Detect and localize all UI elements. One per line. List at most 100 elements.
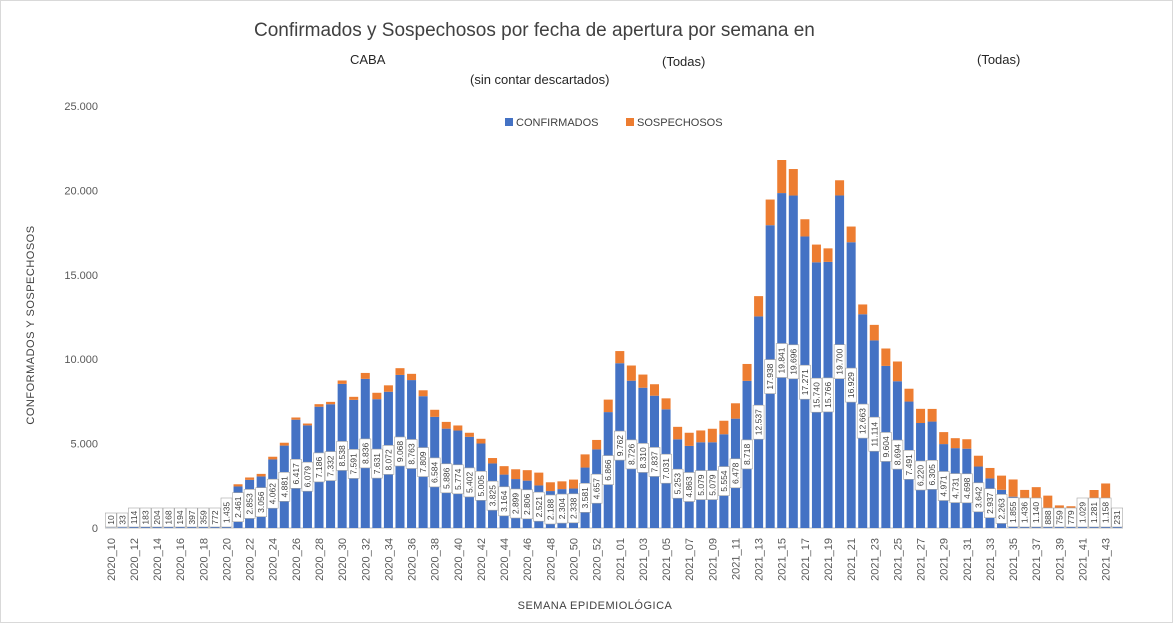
data-label: 5.253 [673, 473, 683, 495]
bar-sospechosos-2021_03 [638, 374, 648, 388]
data-label-box [833, 344, 846, 380]
data-label-box [105, 512, 117, 528]
data-label-group: 5.886 [440, 463, 453, 494]
data-label-box [405, 439, 418, 469]
x-tick-label: 2021_03 [638, 538, 650, 581]
data-label-box [625, 439, 638, 470]
bar-sospechosos-2020_46 [522, 470, 532, 481]
data-label-box [151, 507, 163, 528]
data-label-box [1099, 497, 1112, 528]
x-tick-label: 2021_07 [684, 538, 696, 581]
data-label-box [810, 377, 823, 413]
bar-sospechosos-2020_39 [441, 421, 451, 429]
bar-sospechosos-2020_40 [453, 425, 463, 431]
data-label-box [660, 453, 672, 484]
data-label-box [359, 438, 372, 469]
bar-sospechosos-2020_30 [337, 380, 347, 384]
data-label-group: 194 [174, 507, 186, 528]
data-label-box [463, 467, 476, 498]
data-label: 6.079 [302, 466, 312, 488]
data-label: 8.726 [626, 443, 636, 465]
data-label-group: 4.971 [937, 471, 950, 501]
data-label: 17.271 [800, 369, 810, 395]
data-label: 7.837 [650, 451, 660, 473]
data-label-group: 17.271 [799, 364, 811, 400]
bar-sospechosos-2021_27 [916, 408, 926, 424]
data-label-group: 7.809 [417, 447, 429, 477]
bar-sospechosos-2021_19 [823, 248, 833, 262]
data-label-box [313, 452, 325, 483]
data-label-group: 5.402 [463, 467, 476, 498]
data-label-group: 9.068 [394, 436, 406, 467]
data-label-group: 11.114 [868, 416, 881, 452]
x-tick-label: 2020_40 [453, 538, 465, 581]
data-label: 19.696 [788, 349, 798, 375]
bar-sospechosos-2021_09 [707, 428, 717, 443]
data-label-box [648, 447, 661, 477]
data-label-group: 7.491 [903, 449, 915, 480]
data-label: 7.332 [326, 455, 336, 477]
bar-sospechosos-2021_34 [997, 475, 1007, 490]
legend-swatch-sospechosos [626, 118, 634, 126]
data-label-group: 3.642 [972, 482, 985, 513]
data-label-group: 3.581 [579, 482, 591, 513]
data-label-group: 2.304 [556, 493, 568, 524]
data-label-box [741, 439, 753, 470]
x-tick-label: 2021_13 [754, 538, 766, 581]
data-label-group: 1.029 [1076, 497, 1089, 528]
data-label-box [556, 493, 568, 524]
y-tick-label: 0 [92, 523, 98, 535]
x-tick-label: 2020_48 [545, 538, 557, 581]
data-label-group: 4.062 [266, 478, 279, 509]
data-label-box [729, 458, 742, 489]
data-label-group: 4.657 [590, 473, 603, 504]
data-label-box [324, 451, 337, 481]
data-label: 10 [106, 515, 116, 525]
data-label-group: 6.866 [602, 455, 615, 485]
data-label: 11.114 [869, 422, 879, 447]
data-label-box [278, 471, 291, 502]
data-label-group: 7.591 [347, 449, 360, 479]
data-label-group: 168 [162, 507, 175, 528]
x-tick-label: 2020_28 [314, 538, 326, 581]
data-label-box [382, 445, 395, 475]
data-label: 5.554 [719, 470, 729, 492]
data-label-box [891, 439, 904, 470]
bar-sospechosos-2020_25 [279, 442, 289, 446]
data-label-box [949, 473, 962, 503]
data-label: 194 [175, 510, 185, 524]
data-label: 168 [164, 510, 174, 524]
data-label: 759 [1054, 510, 1064, 524]
bar-sospechosos-2021_33 [985, 467, 995, 479]
data-label-box [139, 507, 152, 528]
data-label-box [220, 497, 233, 528]
data-label-box [1018, 497, 1031, 528]
data-label-box [960, 473, 973, 504]
data-label: 2.188 [545, 499, 555, 521]
data-label-box [995, 494, 1008, 524]
data-label-box [521, 489, 534, 520]
data-label-box [1065, 507, 1077, 528]
data-label-box [937, 471, 950, 501]
data-label-group: 359 [197, 507, 210, 528]
bar-sospechosos-2021_36 [1020, 489, 1030, 504]
bar-sospechosos-2020_31 [349, 396, 359, 400]
data-label-box [347, 449, 360, 479]
data-label-group: 6.584 [428, 457, 441, 488]
data-label-box [371, 448, 383, 479]
data-label-group: 397 [186, 507, 198, 528]
bar-sospechosos-2021_26 [904, 388, 914, 402]
data-label-box [694, 470, 707, 500]
data-label-group: 888 [1042, 507, 1054, 528]
data-label-group: 231 [1111, 507, 1123, 528]
data-label-group: 8.072 [382, 445, 395, 475]
data-label-group: 3.164 [498, 486, 510, 517]
bar-sospechosos-2021_07 [684, 432, 694, 446]
data-label-group: 8.763 [405, 439, 418, 469]
data-label-box [243, 489, 256, 519]
y-tick-label: 25.000 [64, 101, 98, 113]
x-tick-label: 2020_12 [129, 538, 141, 581]
data-label-box [336, 441, 348, 471]
data-label: 2.806 [522, 493, 532, 515]
